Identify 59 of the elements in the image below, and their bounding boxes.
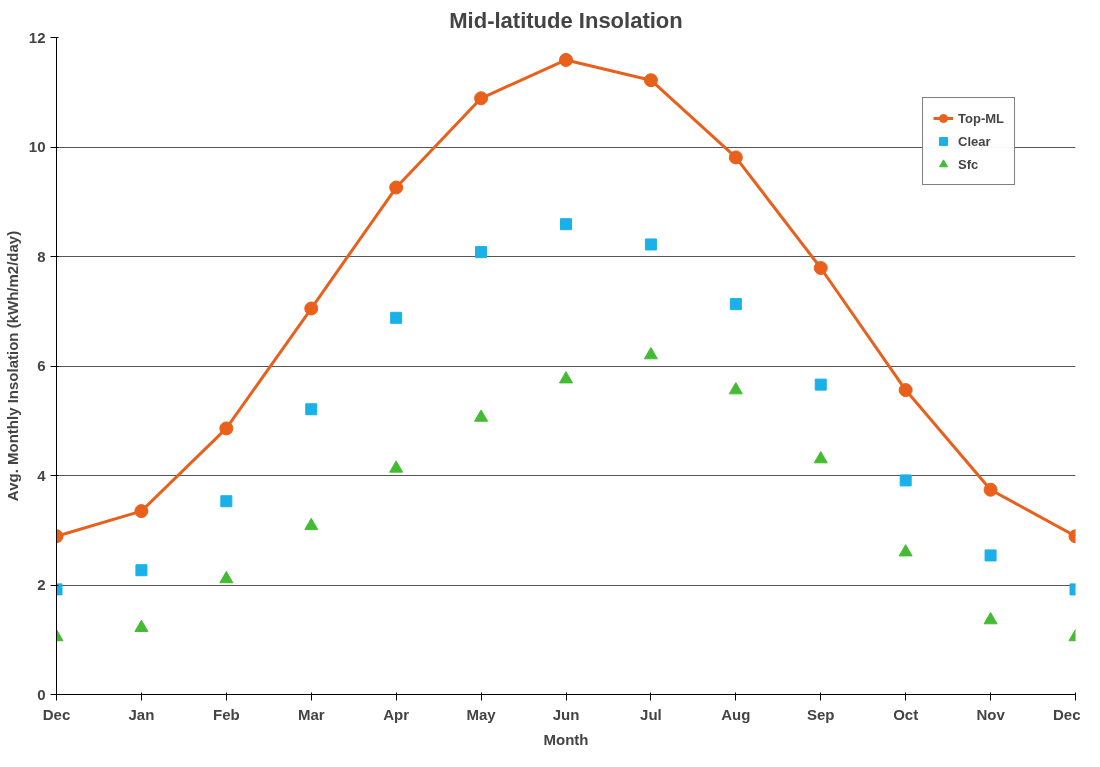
y-tick-label: 12 bbox=[28, 28, 46, 46]
point bbox=[814, 378, 827, 391]
x-tick-label: Nov bbox=[976, 705, 1006, 723]
y-tick-label: 2 bbox=[37, 576, 46, 593]
x-tick-label: Oct bbox=[893, 705, 919, 723]
point bbox=[389, 180, 404, 195]
point bbox=[305, 403, 318, 416]
point bbox=[390, 311, 403, 324]
point bbox=[728, 150, 743, 165]
point bbox=[983, 482, 998, 497]
x-tick-label: Dec bbox=[1052, 705, 1081, 723]
point bbox=[899, 474, 912, 487]
point bbox=[134, 619, 149, 632]
point bbox=[643, 347, 658, 360]
point bbox=[643, 73, 658, 88]
point bbox=[559, 52, 573, 67]
y-tick-label: 10 bbox=[28, 138, 46, 155]
x-tick-label: Jun bbox=[552, 705, 580, 723]
point bbox=[898, 544, 913, 557]
point bbox=[813, 451, 828, 464]
y-tick-label: 6 bbox=[37, 357, 46, 374]
point bbox=[219, 570, 234, 584]
point bbox=[474, 409, 489, 422]
point bbox=[389, 460, 404, 473]
x-axis-title: Month bbox=[543, 730, 589, 748]
point bbox=[474, 91, 489, 106]
x-tick-label: May bbox=[466, 705, 497, 723]
x-tick-label: Feb bbox=[213, 705, 240, 723]
x-tick-label: Aug bbox=[721, 705, 751, 723]
point bbox=[813, 261, 828, 275]
x-tick-label: Dec bbox=[42, 705, 71, 723]
point bbox=[560, 218, 572, 231]
point bbox=[983, 612, 998, 625]
point bbox=[134, 504, 149, 519]
x-tick-label: Apr bbox=[383, 705, 410, 723]
y-tick-label: 4 bbox=[37, 466, 47, 484]
point bbox=[728, 382, 743, 395]
y-tick-label: 8 bbox=[37, 247, 46, 265]
y-tick-label: 0 bbox=[37, 685, 46, 703]
legend-label: Top-ML bbox=[958, 110, 1004, 126]
x-tick-label: Mar bbox=[297, 705, 325, 723]
x-tick-label: Jan bbox=[128, 705, 155, 723]
point bbox=[644, 238, 657, 251]
x-tick-label: Sep bbox=[807, 705, 835, 723]
x-tick-label: Jul bbox=[640, 705, 662, 723]
point bbox=[475, 246, 488, 259]
point bbox=[304, 517, 319, 531]
point bbox=[219, 421, 234, 436]
point bbox=[220, 495, 233, 508]
legend-label: Clear bbox=[958, 133, 991, 149]
legend-label: Sfc bbox=[958, 156, 979, 172]
point bbox=[559, 371, 573, 384]
chart-title: Mid-latitude Insolation bbox=[449, 7, 683, 33]
point bbox=[898, 383, 913, 398]
point bbox=[135, 564, 148, 577]
point bbox=[984, 549, 997, 562]
point bbox=[304, 301, 319, 316]
point bbox=[729, 298, 742, 311]
y-axis-title: Avg. Monthly Insolation (kWh/m2/day) bbox=[3, 230, 21, 502]
